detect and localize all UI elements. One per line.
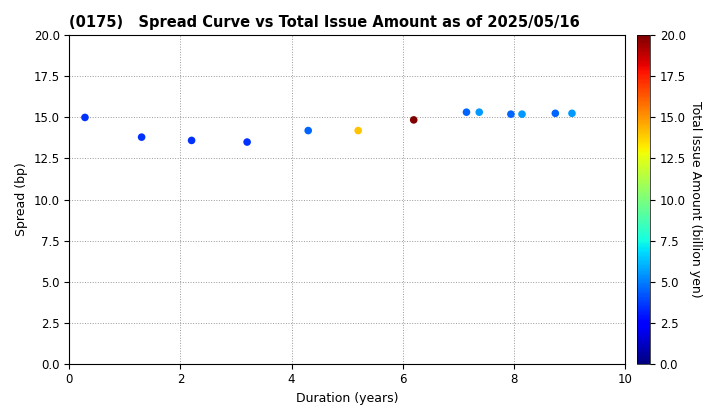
Point <box>352 127 364 134</box>
Point <box>505 111 517 118</box>
Point <box>566 110 577 117</box>
Point <box>186 137 197 144</box>
Point <box>136 134 148 141</box>
Y-axis label: Spread (bp): Spread (bp) <box>15 163 28 236</box>
Point <box>461 109 472 116</box>
Point <box>516 111 528 118</box>
Point <box>302 127 314 134</box>
Text: (0175)   Spread Curve vs Total Issue Amount as of 2025/05/16: (0175) Spread Curve vs Total Issue Amoun… <box>69 15 580 30</box>
Point <box>241 139 253 145</box>
Point <box>549 110 561 117</box>
Point <box>474 109 485 116</box>
Y-axis label: Total Issue Amount (billion yen): Total Issue Amount (billion yen) <box>690 101 703 298</box>
X-axis label: Duration (years): Duration (years) <box>296 392 398 405</box>
Point <box>79 114 91 121</box>
Point <box>408 116 420 123</box>
